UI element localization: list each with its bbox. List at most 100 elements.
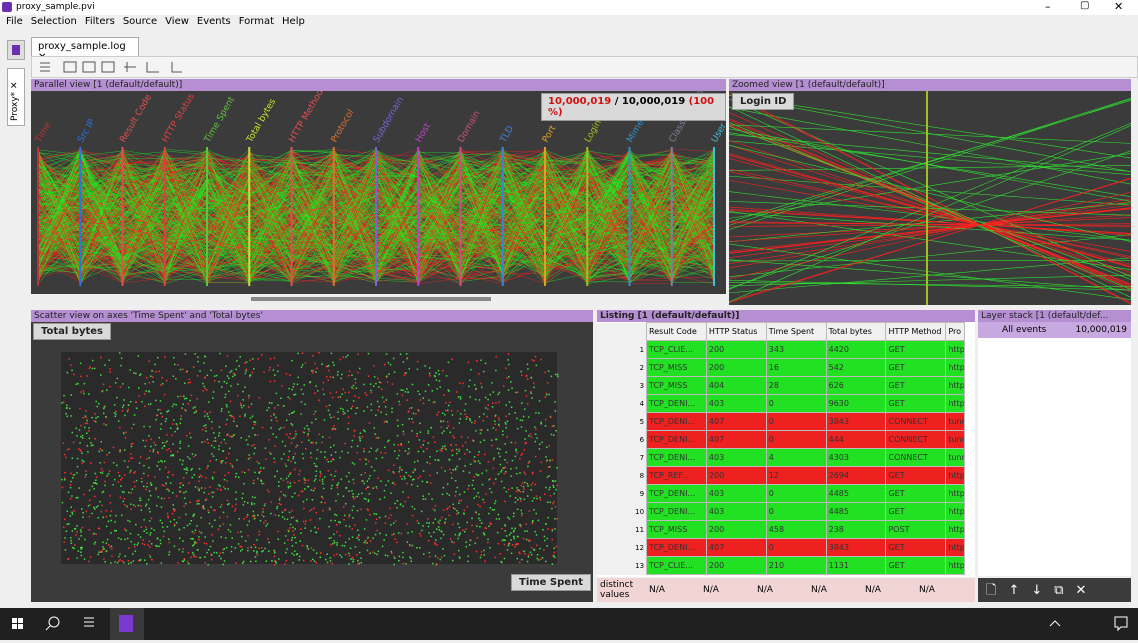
scatter-point [139,497,141,499]
scatter-point [330,557,332,559]
scatter-point [76,428,78,430]
scatter-point [271,560,273,562]
scatter-point [72,513,74,515]
menu-item[interactable]: View [165,16,189,27]
layer-toolbar[interactable]: 🗋↑↓⧉✕ [978,578,1131,602]
menu-item[interactable]: Format [239,16,274,27]
scatter-point [358,354,360,356]
scatter-point [211,526,213,528]
scatter-point [555,480,557,482]
row-index: 4 [597,395,647,413]
scatter-point [172,474,174,476]
scatter-point [470,464,472,466]
scatter-point [221,442,223,444]
menu-item[interactable]: Help [282,16,305,27]
scatter-point [74,474,76,476]
scatter-point [277,531,279,533]
scatter-point [478,518,480,520]
scatter-point [367,406,369,408]
minimize[interactable]: – [1045,0,1051,13]
scatter-point [69,448,71,450]
scatter-point [188,445,190,447]
scatter-point [544,540,546,542]
scatter-point [531,554,533,556]
menu-item[interactable]: File [6,16,23,27]
scatter-point [288,437,290,439]
scatter-point [176,495,178,497]
side-tab-text: Proxy* [10,92,20,121]
scatter-point [308,435,310,437]
scatter-point [219,426,221,428]
scatter-point [332,362,334,364]
scatter-point [194,353,196,355]
scatter-point [139,462,141,464]
scatter-point [62,487,64,489]
scatter-point [133,560,135,562]
scatter-point [492,402,494,404]
scatter-point [269,367,271,369]
scatter-point [468,556,470,558]
h-scrollbar[interactable] [31,294,726,305]
scatter-point [528,416,530,418]
scatter-point [242,471,244,473]
scatter-point [371,392,373,394]
scatter-point [226,547,228,549]
scatter-point [467,488,469,490]
scatter-point [374,470,376,472]
document-tab[interactable]: proxy_sample.log ✕ [31,37,139,56]
scatter-point [443,534,445,536]
maximize[interactable]: ▢ [1080,0,1089,11]
scatter-point [382,457,384,459]
scatter-point [329,414,331,416]
scatter-point [530,552,532,554]
scatter-point [70,537,72,539]
scatter-point [131,443,133,445]
scatter-point [291,413,293,415]
count-selected: 10,000,019 [548,96,611,107]
scatter-point [127,466,129,468]
scatter-point [128,547,130,549]
scatter-point [406,388,408,390]
row-index: 6 [597,431,647,449]
scatter-point [330,393,332,395]
side-icon[interactable] [7,40,25,60]
menu-item[interactable]: Filters [85,16,115,27]
scatter-point [255,556,257,558]
scatter-point [177,429,179,431]
scatter-point [368,353,370,355]
scatter-point [428,526,430,528]
close[interactable]: ✕ [1114,0,1123,13]
scatter-point [243,561,245,563]
scatter-point [557,374,559,376]
scatter-point [146,377,148,379]
side-tab[interactable]: Proxy* ✕ [7,68,25,126]
scatter-point [329,437,331,439]
menu-item[interactable]: Events [197,16,231,27]
menu-item[interactable]: Source [123,16,157,27]
scatter-point [232,505,234,507]
scatter-point [159,469,161,471]
scatter-point [170,521,172,523]
scatter-point [179,517,181,519]
cell: GET [886,503,946,521]
scatter-point [552,563,554,565]
scatter-point [248,436,250,438]
scatter-point [368,461,370,463]
scatter-point [224,479,226,481]
menu-item[interactable]: Selection [31,16,77,27]
cell: 343 [766,341,826,359]
scatter-point [372,538,374,540]
scatter-point [495,500,497,502]
scatter-point [185,353,187,355]
scatter-point [235,562,237,564]
scatter-point [242,498,244,500]
scatter-point [554,493,556,495]
scatter-point [218,381,220,383]
scatter-point [441,517,443,519]
scatter-point [515,528,517,530]
scatter-point [505,368,507,370]
scatter-point [62,502,64,504]
scatter-point [130,562,132,564]
scatter-point [168,410,170,412]
